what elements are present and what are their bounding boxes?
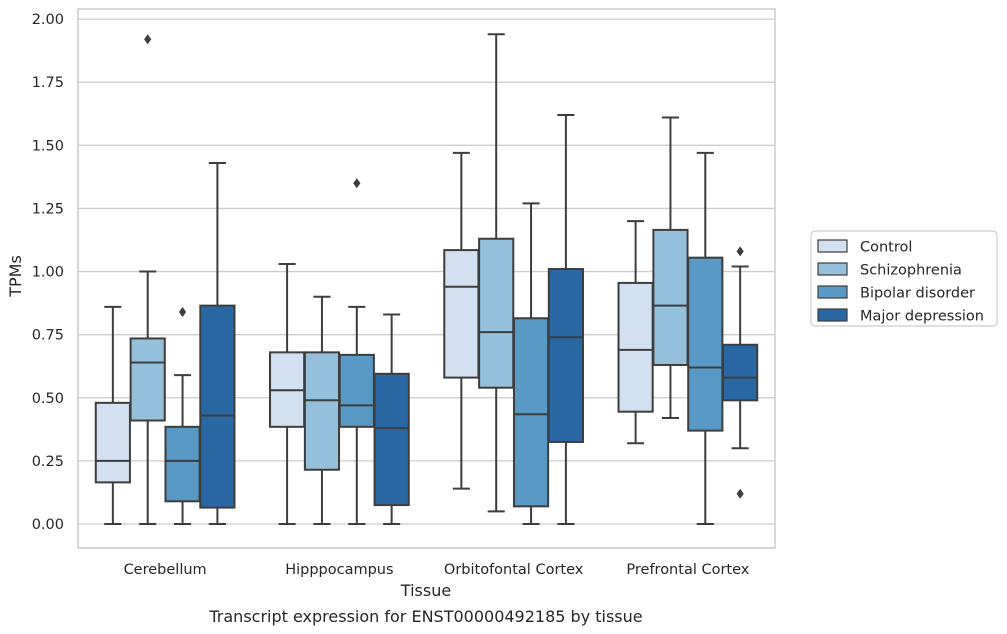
y-tick-label: 1.75 [32,75,64,91]
box-control [269,262,306,526]
box-iqr [443,249,480,379]
y-tick-labels: 0.00 0.25 0.50 0.75 1.00 1.25 1.50 1.75 2.00 [32,12,64,533]
box-bipolar-disorder [338,178,375,526]
x-tick-labels: Cerebellum Hipppocampus Orbitofontal Corte… [124,562,750,578]
y-tick-label: 0.25 [32,454,64,470]
box-iqr [478,237,515,389]
box-major-depression [373,313,410,526]
legend-frame [810,230,998,327]
y-tick-label: 0.00 [32,517,64,533]
outlier-point [144,34,152,45]
y-axis-label: TPMs [6,255,25,298]
x-tick-label: Orbitofontal Cortex [444,562,584,578]
y-tick-label: 1.25 [32,201,64,217]
legend-label: Control [860,240,912,256]
box-bipolar-disorder [164,306,201,526]
legend-swatch [817,262,848,276]
box-iqr [164,425,201,503]
box-iqr [94,401,131,484]
box-iqr [338,353,375,428]
box-control [443,151,480,490]
y-tick-label: 0.75 [32,328,64,344]
x-tick-label: Cerebellum [124,562,207,578]
box-bipolar-disorder [687,151,724,526]
box-iqr [687,256,724,432]
box-bipolar-disorder [512,202,550,526]
y-tick-label: 2.00 [32,12,64,28]
x-axis-label: Tissue [400,581,451,600]
legend: Control Schizophrenia Bipolar disorder Majo… [810,230,998,327]
outlier-point [178,306,187,317]
box-major-depression [722,246,759,499]
box-major-depression [199,162,236,526]
y-tick-label: 1.00 [32,265,64,281]
box-schizophrenia [303,295,341,526]
box-iqr [199,304,236,509]
box-iqr [547,268,584,443]
box-iqr [303,351,341,471]
box-iqr [373,372,410,507]
legend-label: Schizophrenia [860,263,962,279]
y-tick-label: 0.50 [32,391,64,407]
box-iqr [617,281,654,413]
figure-caption: Transcript expression for ENST0000049218… [208,607,642,626]
box-schizophrenia [478,33,515,513]
box-series [94,33,759,526]
legend-swatch [817,285,848,299]
outlier-point [736,488,744,499]
outlier-point [353,178,361,189]
box-control [617,220,654,445]
outlier-point [736,246,744,257]
y-tick-label: 1.50 [32,138,64,154]
x-tick-label: Prefrontal Cortex [626,562,749,578]
x-tick-label: Hipppocampus [285,562,393,578]
box-iqr [129,337,166,422]
box-major-depression [547,114,584,526]
box-schizophrenia [652,116,689,419]
box-iqr [722,343,759,402]
box-iqr [652,228,689,366]
legend-swatch [817,308,848,322]
legend-label: Bipolar disorder [860,286,975,302]
legend-label: Major depression [860,309,984,325]
plot-frame [77,8,776,549]
legend-swatch [817,239,848,253]
box-control [94,305,131,526]
box-schizophrenia [129,34,166,526]
box-iqr [512,317,550,508]
